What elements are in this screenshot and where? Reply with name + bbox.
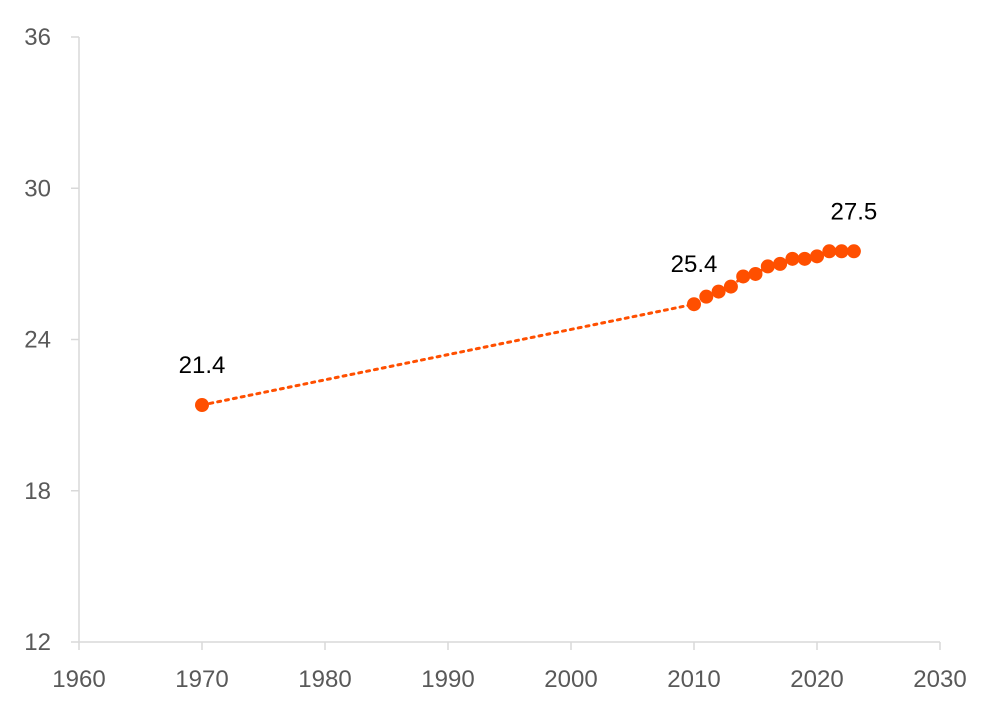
y-tick-label: 18	[24, 478, 51, 505]
data-point	[748, 266, 763, 281]
x-tick-label: 2030	[913, 666, 966, 693]
x-tick-label: 1970	[175, 666, 228, 693]
data-point	[736, 269, 751, 284]
data-label: 21.4	[179, 352, 226, 379]
y-tick-label: 30	[24, 175, 51, 202]
data-point	[687, 297, 701, 312]
data-point	[846, 244, 861, 259]
data-point	[785, 251, 800, 266]
data-point	[723, 279, 738, 294]
data-point	[699, 289, 714, 304]
y-tick-label: 12	[24, 629, 51, 656]
data-point	[760, 259, 775, 274]
data-point	[822, 244, 837, 259]
data-point	[773, 256, 788, 271]
y-tick-label: 36	[24, 24, 51, 51]
x-tick-label: 1960	[52, 666, 105, 693]
data-label: 27.5	[831, 198, 878, 225]
x-tick-label: 2010	[667, 666, 720, 693]
x-tick-label: 2020	[790, 666, 843, 693]
series-layer	[195, 244, 861, 413]
data-point	[711, 284, 726, 299]
data-point	[195, 398, 209, 413]
data-point	[810, 249, 824, 264]
x-tick-label: 1980	[298, 666, 351, 693]
x-axis-ticks: 1960 1970 1980 1990 2000 2010 2020 2030	[52, 642, 967, 693]
y-tick-label: 24	[24, 327, 51, 354]
data-point	[797, 251, 812, 266]
data-point	[834, 244, 849, 259]
data-labels: 21.4 25.4 27.5	[179, 198, 878, 379]
data-label: 25.4	[671, 251, 718, 278]
y-axis-ticks: 12 18 24 30 36	[24, 24, 79, 656]
x-tick-label: 1990	[421, 666, 474, 693]
x-tick-label: 2000	[544, 666, 597, 693]
